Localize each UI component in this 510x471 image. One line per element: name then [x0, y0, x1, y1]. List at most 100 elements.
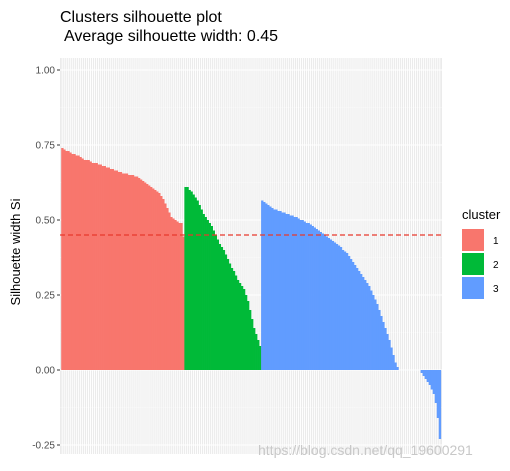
silhouette-bar	[243, 289, 245, 370]
silhouette-bar	[289, 216, 291, 371]
silhouette-bar	[320, 232, 322, 370]
silhouette-bar	[297, 219, 299, 371]
silhouette-bar	[116, 171, 118, 371]
silhouette-bar	[196, 201, 198, 371]
silhouette-bar	[237, 280, 239, 370]
y-tick-label: 0.25	[36, 291, 56, 302]
silhouette-bar	[427, 370, 429, 382]
silhouette-bar	[142, 181, 144, 370]
silhouette-bar	[322, 234, 324, 371]
silhouette-bar	[144, 183, 146, 371]
silhouette-bar	[112, 169, 114, 370]
silhouette-bar	[225, 255, 227, 371]
silhouette-bar	[287, 214, 289, 370]
silhouette-bar	[188, 190, 190, 370]
chart-subtitle: Average silhouette width: 0.45	[64, 28, 278, 45]
silhouette-bar	[275, 210, 277, 371]
silhouette-bar	[368, 286, 370, 370]
silhouette-bar	[425, 370, 427, 379]
y-axis: -0.250.000.250.500.751.00	[32, 66, 60, 452]
silhouette-bar	[87, 160, 89, 370]
silhouette-bar	[114, 171, 116, 371]
silhouette-bar	[374, 300, 376, 371]
silhouette-bar	[388, 340, 390, 370]
silhouette-bar	[79, 157, 81, 370]
silhouette-bar	[203, 214, 205, 370]
silhouette-bar	[273, 210, 275, 371]
silhouette-bar	[342, 250, 344, 370]
silhouette-bar	[316, 229, 318, 370]
silhouette-bar	[215, 235, 217, 370]
y-axis-label: Silhouette width Si	[8, 198, 23, 305]
silhouette-bar	[263, 202, 265, 370]
silhouette-bar	[338, 246, 340, 371]
silhouette-bar	[235, 276, 237, 371]
silhouette-bar	[334, 243, 336, 371]
silhouette-bar	[182, 237, 184, 371]
silhouette-bar	[96, 163, 98, 370]
silhouette-bar	[344, 252, 346, 371]
silhouette-bar	[435, 370, 437, 403]
silhouette-bar	[255, 334, 257, 370]
silhouette-bar	[190, 192, 192, 371]
silhouette-bar	[213, 231, 215, 371]
silhouette-bar	[138, 178, 140, 370]
silhouette-bar	[350, 259, 352, 370]
y-tick-label: 0.50	[36, 216, 56, 227]
silhouette-bar	[253, 328, 255, 370]
silhouette-bar	[217, 240, 219, 371]
silhouette-bar	[380, 316, 382, 370]
silhouette-bar	[67, 151, 69, 370]
silhouette-bar	[205, 217, 207, 370]
silhouette-bar	[326, 237, 328, 371]
silhouette-bar	[227, 259, 229, 370]
silhouette-bar	[429, 370, 431, 385]
silhouette-bar	[91, 163, 93, 370]
silhouette-bar	[160, 196, 162, 370]
silhouette-bar	[301, 220, 303, 370]
chart-title: Clusters silhouette plot	[60, 9, 222, 26]
silhouette-bar	[120, 172, 122, 370]
silhouette-bar	[207, 220, 209, 370]
legend-label-3: 3	[493, 284, 499, 295]
silhouette-bar	[271, 208, 273, 370]
silhouette-bar	[233, 271, 235, 370]
silhouette-bar	[146, 184, 148, 370]
silhouette-bar	[89, 162, 91, 371]
silhouette-bar	[241, 286, 243, 370]
silhouette-bar	[330, 240, 332, 371]
silhouette-bar	[314, 228, 316, 371]
silhouette-bar	[308, 223, 310, 370]
silhouette-bar	[166, 208, 168, 370]
y-tick-label: 0.00	[36, 366, 56, 377]
silhouette-bar	[69, 153, 71, 371]
silhouette-bar	[219, 244, 221, 370]
silhouette-bar	[362, 277, 364, 370]
silhouette-bar	[94, 163, 96, 370]
silhouette-bar	[394, 363, 396, 371]
silhouette-bar	[184, 187, 186, 370]
silhouette-bar	[98, 165, 100, 371]
silhouette-bar	[124, 174, 126, 371]
silhouette-bar	[118, 172, 120, 370]
silhouette-bar	[164, 204, 166, 371]
silhouette-bar	[245, 295, 247, 370]
silhouette-bar	[370, 291, 372, 371]
silhouette-bar	[199, 205, 201, 370]
silhouette-bar	[392, 355, 394, 370]
silhouette-bar	[257, 340, 259, 370]
silhouette-bar	[324, 235, 326, 370]
silhouette-bar	[61, 148, 63, 370]
silhouette-bar	[281, 213, 283, 371]
legend-label-2: 2	[493, 260, 499, 271]
silhouette-bar	[433, 370, 435, 394]
silhouette-bar	[136, 177, 138, 371]
silhouette-bar	[63, 150, 65, 371]
silhouette-bar	[168, 213, 170, 371]
silhouette-bar	[431, 370, 433, 390]
y-tick-label: 1.00	[36, 66, 56, 77]
silhouette-bar	[348, 256, 350, 370]
silhouette-bar	[73, 154, 75, 370]
